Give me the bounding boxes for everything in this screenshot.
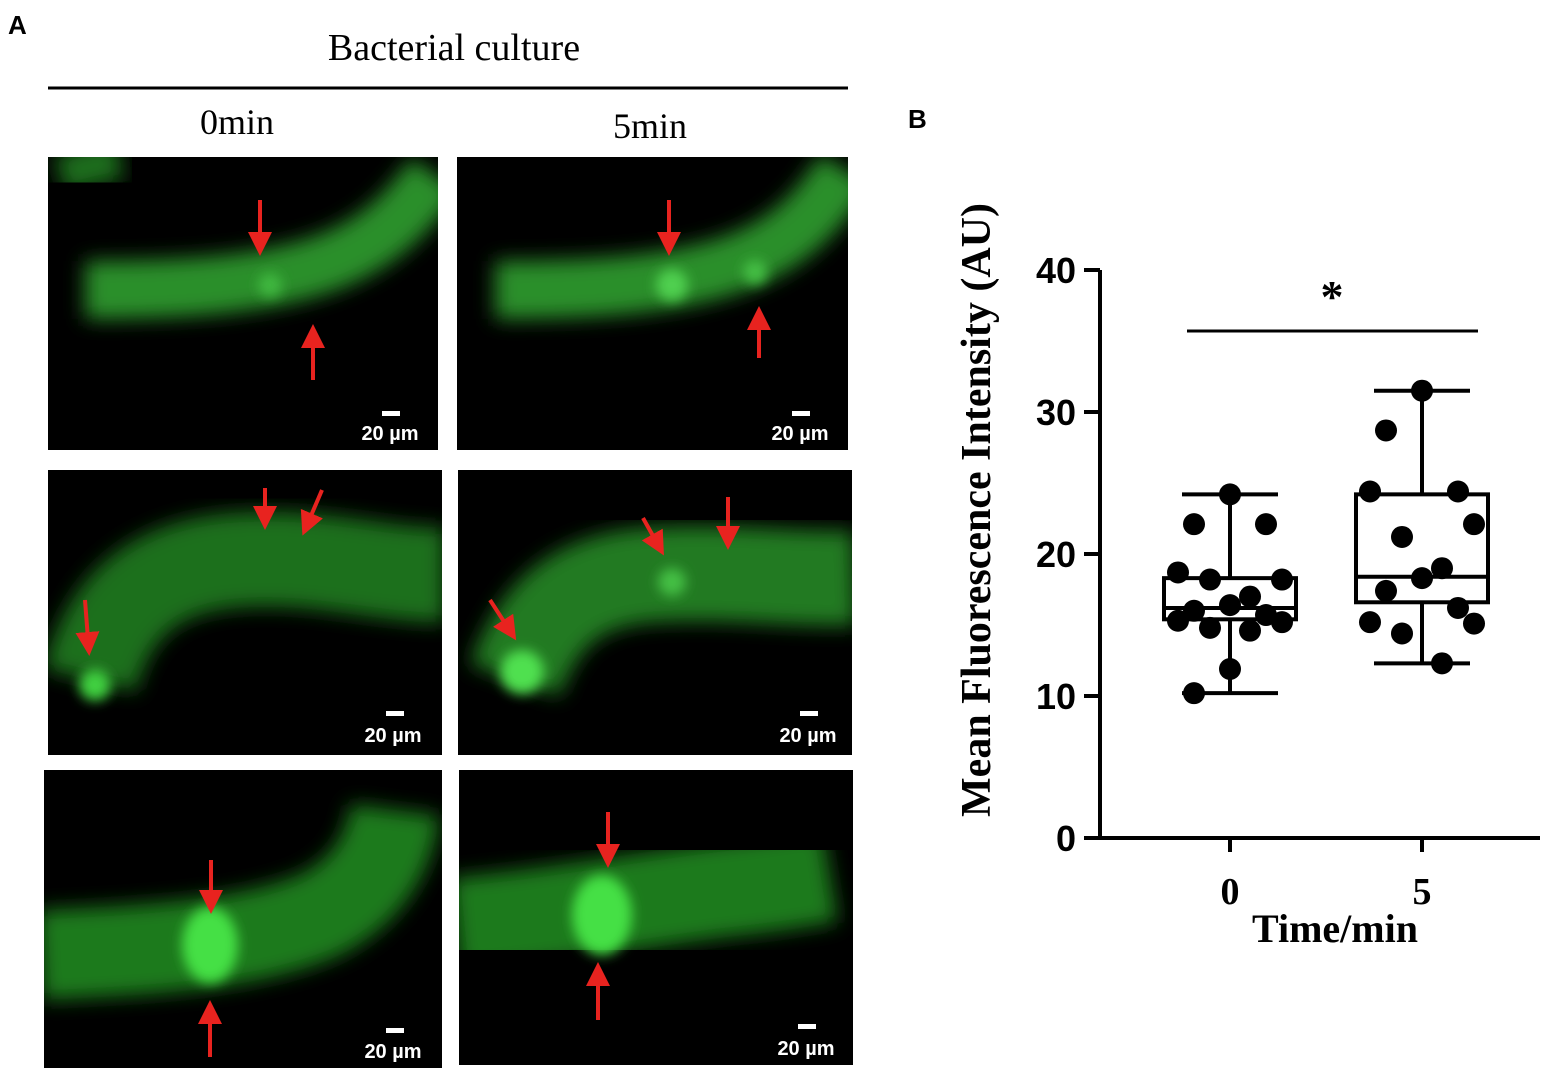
box — [1354, 492, 1490, 605]
box — [1162, 576, 1298, 622]
data-point — [1199, 616, 1221, 639]
column-label: 5min — [613, 106, 687, 146]
y-tick-label: 10 — [1036, 676, 1076, 717]
data-point — [1271, 568, 1293, 591]
micrograph — [48, 470, 442, 755]
micrograph — [48, 157, 438, 450]
scale-label: 20 µm — [771, 423, 828, 445]
data-point — [1359, 611, 1381, 634]
data-point — [1463, 612, 1485, 635]
data-point — [1167, 609, 1189, 632]
micrograph — [44, 770, 442, 1068]
y-tick-label: 0 — [1056, 818, 1076, 859]
y-axis-title: Mean Fluorescence Intensity (AU) — [954, 203, 1000, 817]
data-point — [1199, 568, 1221, 591]
column-label: 0min — [200, 102, 274, 142]
data-point — [1411, 379, 1433, 402]
y-tick-label: 20 — [1036, 534, 1076, 575]
panel-label: B — [908, 104, 927, 134]
significance-mark: * — [1321, 271, 1344, 322]
micrograph — [457, 157, 848, 450]
y-tick-label: 40 — [1036, 250, 1076, 291]
scale-label: 20 µm — [777, 1038, 834, 1060]
scale-label: 20 µm — [361, 423, 418, 445]
data-point — [1391, 622, 1413, 645]
data-point — [1411, 567, 1433, 590]
data-point — [1447, 596, 1469, 619]
data-point — [1463, 513, 1485, 536]
data-point — [1167, 561, 1189, 584]
data-point — [1431, 652, 1453, 675]
y-tick-label: 30 — [1036, 392, 1076, 433]
data-point — [1183, 513, 1205, 536]
data-point — [1219, 658, 1241, 681]
data-point — [1255, 513, 1277, 536]
data-point — [1183, 599, 1205, 622]
data-point — [1375, 579, 1397, 602]
panel-label: A — [8, 10, 27, 40]
x-tick-label: 0 — [1221, 871, 1240, 913]
data-point — [1375, 419, 1397, 442]
data-point — [1271, 611, 1293, 634]
x-axis-title: Time/min — [1252, 906, 1418, 951]
data-point — [1239, 619, 1261, 642]
scale-label: 20 µm — [364, 725, 421, 747]
data-point — [1239, 585, 1261, 608]
data-point — [1183, 682, 1205, 705]
panel-title: Bacterial culture — [328, 27, 580, 69]
arrows — [75, 200, 771, 1057]
data-point — [1431, 557, 1453, 580]
scale-label: 20 µm — [364, 1041, 421, 1063]
scale-bars — [382, 411, 818, 1033]
micrograph — [458, 470, 852, 755]
x-tick-label: 5 — [1413, 871, 1432, 913]
data-point — [1447, 480, 1469, 503]
data-point — [1219, 594, 1241, 617]
data-point — [1219, 483, 1241, 506]
micrograph — [459, 770, 853, 1065]
scale-label: 20 µm — [779, 725, 836, 747]
data-point — [1391, 525, 1413, 548]
data-point — [1359, 480, 1381, 503]
